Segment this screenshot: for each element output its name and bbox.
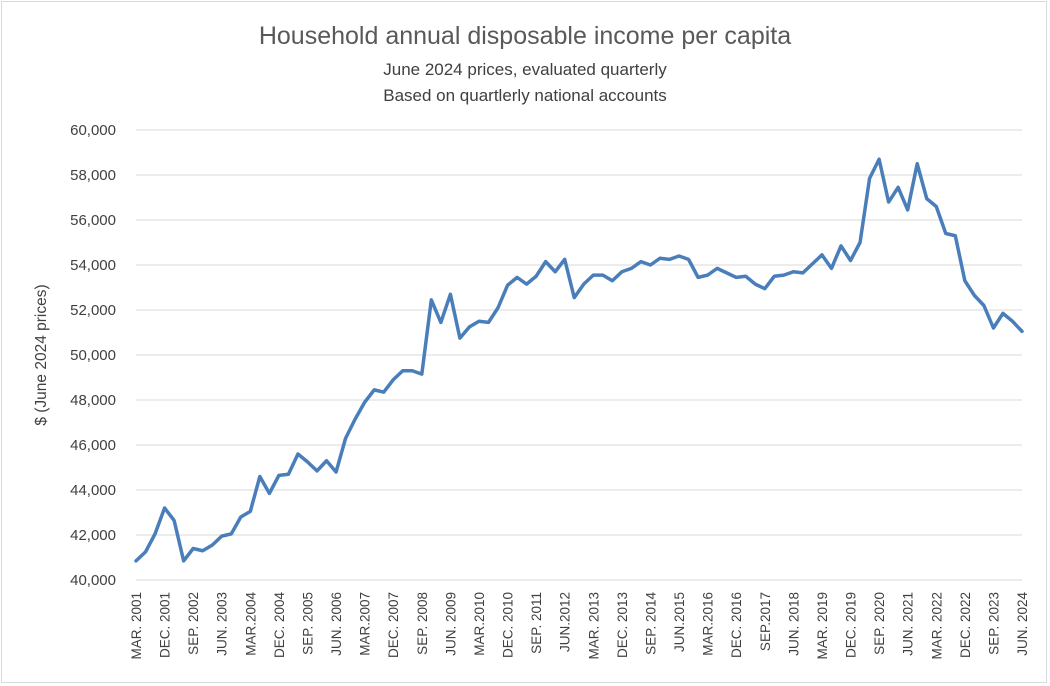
x-tick-label: MAR.2016 — [701, 592, 716, 656]
y-tick-label: 46,000 — [70, 437, 116, 454]
y-tick-label: 44,000 — [70, 482, 116, 499]
x-tick-label: DEC. 2019 — [844, 592, 859, 658]
x-tick-label: DEC. 2001 — [158, 592, 173, 658]
x-tick-label: MAR. 2001 — [129, 592, 144, 660]
x-tick-label: MAR.2010 — [472, 592, 487, 656]
x-tick-label: SEP. 2005 — [300, 592, 315, 655]
x-tick-label: JUN. 2006 — [329, 592, 344, 656]
y-tick-label: 60,000 — [70, 122, 116, 139]
x-tick-label: JUN. 2018 — [786, 592, 801, 656]
y-tick-label: 40,000 — [70, 572, 116, 589]
chart-title: Household annual disposable income per c… — [259, 22, 791, 50]
x-tick-label: JUN.2015 — [672, 592, 687, 652]
y-tick-label: 54,000 — [70, 257, 116, 274]
x-tick-label: DEC. 2004 — [272, 592, 287, 659]
x-tick-label: MAR. 2013 — [586, 592, 601, 660]
x-tick-label: DEC. 2022 — [958, 592, 973, 658]
x-tick-label: SEP. 2023 — [986, 592, 1001, 655]
gridlines — [136, 129, 1022, 581]
series-line — [134, 157, 1024, 563]
y-axis-label: $ (June 2024 prices) — [33, 284, 50, 425]
x-tick-label: SEP. 2002 — [186, 592, 201, 655]
x-tick-label: SEP.2017 — [758, 592, 773, 651]
y-axis-ticks: 40,000 42,000 44,000 46,000 48,000 50,000 52,0… — [70, 122, 116, 589]
y-tick-label: 56,000 — [70, 212, 116, 229]
x-tick-label: MAR.2007 — [358, 592, 373, 656]
x-tick-label: JUN. 2009 — [443, 592, 458, 656]
x-tick-label: SEP. 2011 — [529, 592, 544, 654]
series-layer — [134, 157, 1024, 563]
y-tick-label: 42,000 — [70, 527, 116, 544]
x-tick-label: MAR. 2019 — [815, 592, 830, 660]
chart-subtitle-line-1: June 2024 prices, evaluated quarterly — [383, 60, 667, 79]
x-tick-label: JUN. 2021 — [901, 592, 916, 656]
chart-subtitle-line-2: Based on quartlerly national accounts — [383, 86, 667, 105]
x-tick-label: SEP. 2020 — [872, 592, 887, 655]
x-axis-ticks: MAR. 2001 DEC. 2001 SEP. 2002 JUN. 2003 MAR.… — [129, 592, 1030, 660]
x-tick-label: DEC. 2013 — [615, 592, 630, 658]
y-tick-label: 58,000 — [70, 167, 116, 184]
x-tick-label: JUN. 2024 — [1015, 592, 1030, 656]
y-tick-label: 50,000 — [70, 347, 116, 364]
y-tick-label: 52,000 — [70, 302, 116, 319]
x-tick-label: SEP. 2008 — [415, 592, 430, 655]
x-tick-label: MAR. 2022 — [929, 592, 944, 660]
x-tick-label: DEC. 2016 — [729, 592, 744, 658]
x-tick-label: SEP. 2014 — [643, 592, 658, 655]
x-tick-label: MAR.2004 — [243, 592, 258, 656]
x-tick-label: JUN.2012 — [558, 592, 573, 652]
x-tick-label: JUN. 2003 — [215, 592, 230, 656]
y-tick-label: 48,000 — [70, 392, 116, 409]
x-tick-label: DEC. 2010 — [501, 592, 516, 658]
x-tick-label: DEC. 2007 — [386, 592, 401, 658]
